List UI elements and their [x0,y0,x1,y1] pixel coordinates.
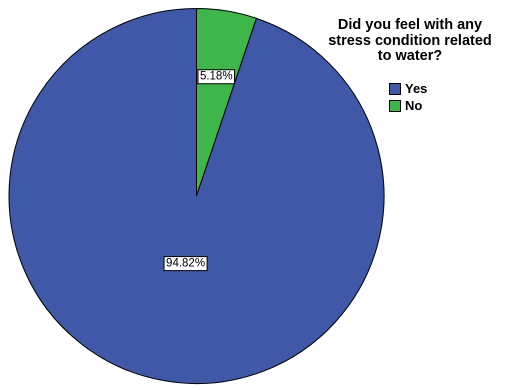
data-label-no: 5.18% [197,69,236,85]
legend-label-no: No [405,98,423,113]
legend-item-yes: Yes [389,80,427,97]
legend-label-yes: Yes [405,81,428,96]
data-label-box-no [197,69,236,85]
legend: Yes No [389,80,427,114]
legend-swatch-no [389,99,401,112]
legend-title: Did you feel with any stress condition r… [328,17,492,64]
data-label-text-no: 5.18% [200,71,233,83]
data-label-yes: 94.82% [163,256,208,272]
data-label-box-yes [163,256,208,272]
legend-item-no: No [389,97,427,114]
data-label-text-yes: 94.82% [166,258,205,270]
legend-swatch-yes [389,82,401,95]
pie-slice-yes [8,7,385,384]
